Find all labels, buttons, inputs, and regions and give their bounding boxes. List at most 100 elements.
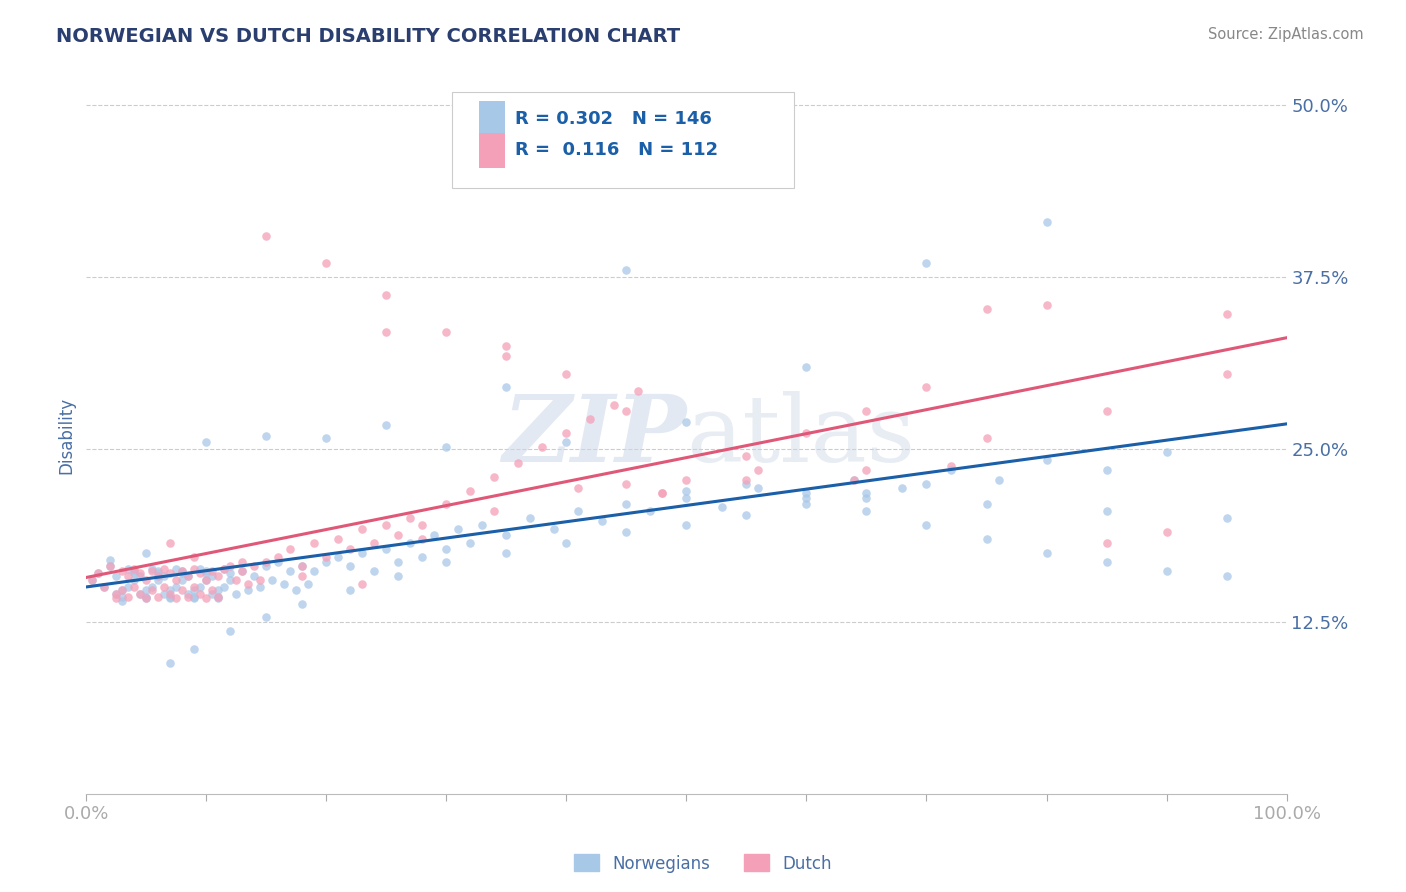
Point <box>495 546 517 560</box>
Point <box>411 549 433 564</box>
Point <box>796 359 818 374</box>
Point <box>304 564 326 578</box>
Point <box>153 562 176 576</box>
Point <box>172 564 194 578</box>
Point <box>148 569 170 583</box>
Point <box>262 573 284 587</box>
Text: R =  0.116   N = 112: R = 0.116 N = 112 <box>515 142 718 160</box>
Point <box>735 476 758 491</box>
Point <box>387 569 409 583</box>
Point <box>855 504 877 518</box>
Point <box>214 562 236 576</box>
Point <box>1215 307 1237 321</box>
Point <box>735 449 758 463</box>
Point <box>141 564 163 578</box>
Point <box>1156 564 1178 578</box>
Point <box>735 508 758 523</box>
Point <box>111 582 134 597</box>
Point <box>183 591 205 606</box>
FancyBboxPatch shape <box>479 101 505 136</box>
Point <box>375 518 398 533</box>
Point <box>1095 463 1118 477</box>
Point <box>976 301 998 316</box>
Point <box>183 562 205 576</box>
Point <box>352 522 374 536</box>
Point <box>375 541 398 556</box>
Point <box>339 582 361 597</box>
Point <box>735 91 758 105</box>
Point <box>129 587 152 601</box>
Point <box>82 573 104 587</box>
Point <box>254 228 277 243</box>
Point <box>153 569 176 583</box>
Point <box>159 582 181 597</box>
Point <box>675 473 697 487</box>
Point <box>87 566 110 581</box>
Point <box>280 541 302 556</box>
Point <box>1156 445 1178 459</box>
Point <box>616 524 638 539</box>
Point <box>519 511 541 525</box>
Point <box>567 504 589 518</box>
Point <box>616 403 638 417</box>
Point <box>796 425 818 440</box>
Point <box>219 573 242 587</box>
Point <box>616 476 638 491</box>
Point <box>976 431 998 445</box>
Point <box>129 566 152 581</box>
Point <box>98 552 121 566</box>
Point <box>201 569 224 583</box>
Point <box>214 562 236 576</box>
Point <box>159 587 181 601</box>
Point <box>675 483 697 498</box>
Point <box>177 590 200 604</box>
Point <box>124 562 146 576</box>
Point <box>555 536 578 550</box>
Point <box>231 564 253 578</box>
Point <box>165 591 187 606</box>
Point <box>195 435 218 450</box>
Point <box>939 458 962 473</box>
Point <box>987 473 1010 487</box>
Point <box>291 559 314 574</box>
Point <box>225 587 247 601</box>
Point <box>267 549 290 564</box>
Legend: Norwegians, Dutch: Norwegians, Dutch <box>568 847 838 880</box>
Point <box>254 555 277 569</box>
Point <box>495 380 517 394</box>
Point <box>796 491 818 505</box>
Text: Source: ZipAtlas.com: Source: ZipAtlas.com <box>1208 27 1364 42</box>
Point <box>105 587 128 601</box>
Point <box>219 559 242 574</box>
Point <box>254 559 277 574</box>
Point <box>141 580 163 594</box>
Point <box>855 403 877 417</box>
Point <box>172 582 194 597</box>
Point <box>177 587 200 601</box>
Point <box>183 590 205 604</box>
Point <box>219 624 242 639</box>
Point <box>363 536 385 550</box>
Point <box>844 473 866 487</box>
Point <box>352 577 374 591</box>
Point <box>711 500 734 515</box>
Point <box>124 564 146 578</box>
Point <box>796 486 818 500</box>
Point <box>165 580 187 594</box>
Point <box>915 380 938 394</box>
Point <box>117 569 139 583</box>
Point <box>735 473 758 487</box>
Point <box>159 656 181 670</box>
Point <box>531 440 554 454</box>
Point <box>111 582 134 597</box>
Point <box>231 564 253 578</box>
Point <box>195 573 218 587</box>
Point <box>460 483 482 498</box>
Point <box>219 566 242 581</box>
Point <box>363 564 385 578</box>
Point <box>207 582 229 597</box>
Point <box>93 580 115 594</box>
Point <box>254 428 277 442</box>
Point <box>495 349 517 363</box>
Point <box>976 497 998 511</box>
